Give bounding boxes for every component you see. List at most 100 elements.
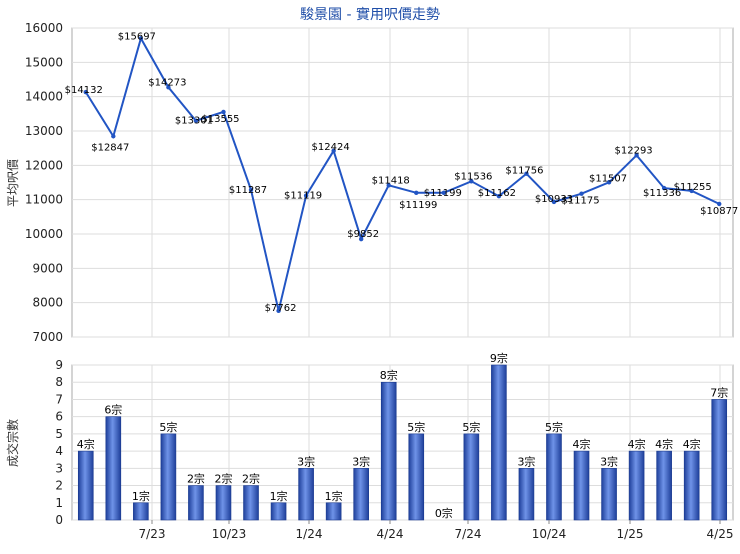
price-data-label: $11199 (399, 200, 437, 211)
volume-data-label: 8宗 (380, 368, 398, 382)
volume-tick-label: 0 (55, 513, 63, 527)
price-tick-label: 8000 (32, 296, 63, 310)
volume-bar (711, 399, 728, 521)
price-data-label: $11418 (372, 175, 410, 186)
volume-bar (270, 502, 287, 521)
price-point (717, 201, 722, 207)
volume-bar (518, 468, 535, 521)
price-data-label: $11536 (454, 171, 492, 182)
price-point (689, 188, 694, 194)
price-data-label: $11336 (643, 188, 681, 199)
price-point (138, 36, 144, 41)
price-point (83, 89, 88, 95)
price-data-label: $10933 (535, 194, 573, 205)
volume-bar (298, 468, 314, 521)
volume-bar (380, 381, 397, 521)
price-data-label: $7762 (265, 303, 297, 314)
volume-bar (408, 433, 425, 521)
volume-axis-label: 成交宗數 (5, 419, 20, 467)
price-point (441, 190, 447, 196)
volume-data-label: 1宗 (325, 489, 343, 503)
volume-data-label: 1宗 (132, 489, 150, 503)
price-tick-label: 16000 (25, 21, 63, 35)
volume-bar (546, 433, 562, 521)
price-point (524, 171, 529, 176)
volume-data-label: 9宗 (490, 351, 508, 365)
volume-bar (188, 485, 204, 521)
volume-tick-label: 4 (55, 444, 63, 458)
volume-tick-label: 7 (55, 392, 63, 406)
volume-data-label: 3宗 (352, 454, 370, 468)
volume-bar (215, 485, 232, 521)
price-data-label: $11756 (505, 166, 543, 177)
chart-title: 駿景園 - 實用呎價走勢 (300, 6, 440, 23)
price-point (661, 185, 667, 191)
price-axis-label: 平均呎價 (6, 159, 20, 207)
volume-data-label: 5宗 (159, 420, 177, 434)
volume-data-label: 4宗 (628, 437, 646, 451)
x-tick-label: 10/23 (212, 527, 247, 541)
price-tick-label: 13000 (25, 124, 63, 138)
volume-plot-area (71, 364, 734, 521)
volume-bar (491, 364, 507, 521)
price-series-line (84, 35, 720, 312)
price-tick-label: 14000 (25, 90, 63, 104)
price-data-label: $12424 (312, 142, 350, 153)
price-point (496, 193, 502, 199)
volume-tick-label: 1 (55, 496, 63, 510)
volume-tick-label: 9 (55, 358, 63, 372)
volume-bar (243, 485, 259, 521)
x-tick-label: 7/23 (139, 527, 166, 541)
x-tick-label: 10/24 (532, 527, 567, 541)
price-point (166, 85, 171, 90)
price-data-label: $11287 (229, 185, 267, 196)
volume-data-label: 0宗 (435, 506, 453, 520)
price-point (331, 148, 336, 153)
price-point (276, 308, 281, 314)
price-data-label: $14132 (65, 85, 103, 96)
price-data-label: $11162 (478, 188, 516, 199)
price-data-label: $12847 (91, 142, 129, 153)
x-tick-label: 4/25 (707, 527, 734, 541)
x-tick-label: 4/24 (377, 527, 404, 541)
volume-data-label: 2宗 (187, 472, 205, 486)
price-data-label: $11507 (589, 173, 627, 184)
volume-data-label: 2宗 (242, 472, 260, 486)
volume-bar (601, 468, 617, 521)
price-data-label: $9852 (347, 229, 379, 240)
volume-bar (77, 450, 94, 521)
volume-bar (105, 416, 122, 521)
price-point (469, 179, 474, 184)
volume-data-label: 4宗 (77, 437, 95, 451)
volume-data-label: 4宗 (655, 437, 673, 451)
volume-tick-label: 8 (55, 375, 63, 389)
price-point (551, 199, 557, 205)
price-point (193, 118, 199, 123)
price-data-label: $14273 (148, 77, 186, 88)
volume-bar (325, 502, 342, 521)
x-tick-label: 7/24 (455, 527, 482, 541)
volume-bar (133, 502, 149, 521)
volume-tick-label: 6 (55, 410, 63, 424)
price-point (221, 109, 226, 115)
price-data-label: $13301 (175, 116, 213, 127)
price-point (111, 134, 116, 139)
price-point (358, 236, 364, 242)
volume-data-label: 1宗 (270, 489, 288, 503)
volume-bar (628, 450, 645, 521)
transaction-volume-panel: 9 8 7 6 5 4 3 2 1 0 4宗 6宗 1宗 5宗 2宗 2宗 2宗 1宗 3宗 1宗 3宗 8宗 5宗 0宗 5宗… (55, 351, 734, 541)
volume-data-label: 3宗 (600, 454, 618, 468)
volume-data-label: 4宗 (573, 437, 591, 451)
price-data-label: $10877 (700, 206, 738, 217)
volume-data-label: 2宗 (214, 472, 232, 486)
price-point (634, 153, 639, 158)
price-tick-label: 15000 (25, 55, 63, 69)
price-tick-label: 10000 (25, 227, 63, 241)
price-tick-label: 11000 (25, 193, 63, 207)
price-data-label: $11255 (674, 182, 712, 193)
price-data-label: $13555 (201, 114, 239, 125)
price-point (248, 187, 254, 193)
price-data-label: $11199 (424, 188, 462, 199)
